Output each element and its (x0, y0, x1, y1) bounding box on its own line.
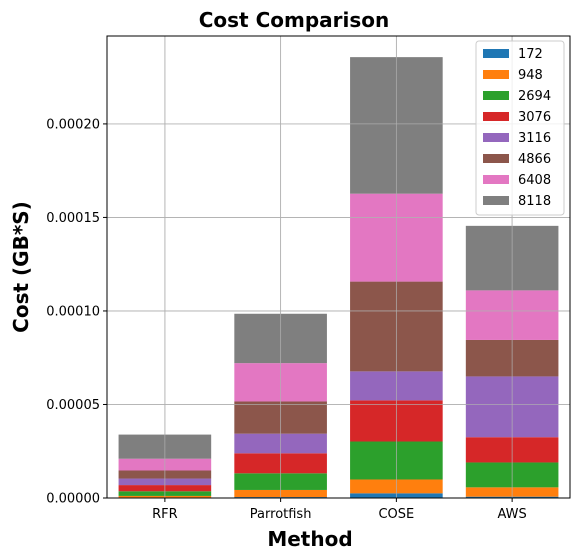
legend-label-8118: 8118 (518, 194, 551, 209)
legend-swatch-3076 (483, 112, 509, 121)
legend-label-4866: 4866 (518, 152, 551, 167)
legend-label-3076: 3076 (518, 110, 551, 125)
legend-swatch-3116 (483, 133, 509, 142)
x-axis-label: Method (267, 527, 352, 551)
legend-swatch-4866 (483, 154, 509, 163)
ticks-layer: 0.00000 0.00005 0.00010 0.00015 0.00020 RFR Pa… (46, 117, 527, 522)
axes-layer (106, 35, 571, 499)
plot-frame (106, 35, 571, 499)
legend-label-3116: 3116 (518, 131, 551, 146)
y-tick-label: 0.00010 (46, 304, 100, 319)
legend-box (475, 40, 565, 216)
x-tick-label: COSE (378, 507, 414, 522)
x-tick-label: RFR (152, 507, 178, 522)
legend-label-2694: 2694 (518, 89, 551, 104)
y-tick-label: 0.00005 (46, 398, 100, 413)
legend-swatch-948 (483, 70, 509, 79)
y-tick-label: 0.00000 (46, 492, 100, 507)
legend: 172 948 2694 3076 3116 4866 6408 8118 (475, 40, 565, 216)
legend-swatch-172 (483, 49, 509, 58)
legend-swatch-2694 (483, 91, 509, 100)
legend-label-6408: 6408 (518, 173, 551, 188)
x-tick-label: AWS (497, 507, 526, 522)
y-tick-label: 0.00020 (46, 117, 100, 132)
legend-label-948: 948 (518, 68, 543, 83)
y-tick-label: 0.00015 (46, 211, 100, 226)
legend-swatch-6408 (483, 175, 509, 184)
y-axis-label: Cost (GB*S) (9, 201, 33, 333)
legend-label-172: 172 (518, 47, 543, 62)
legend-swatch-8118 (483, 196, 509, 205)
x-tick-label: Parrotfish (250, 507, 312, 522)
chart-title: Cost Comparison (199, 8, 390, 32)
